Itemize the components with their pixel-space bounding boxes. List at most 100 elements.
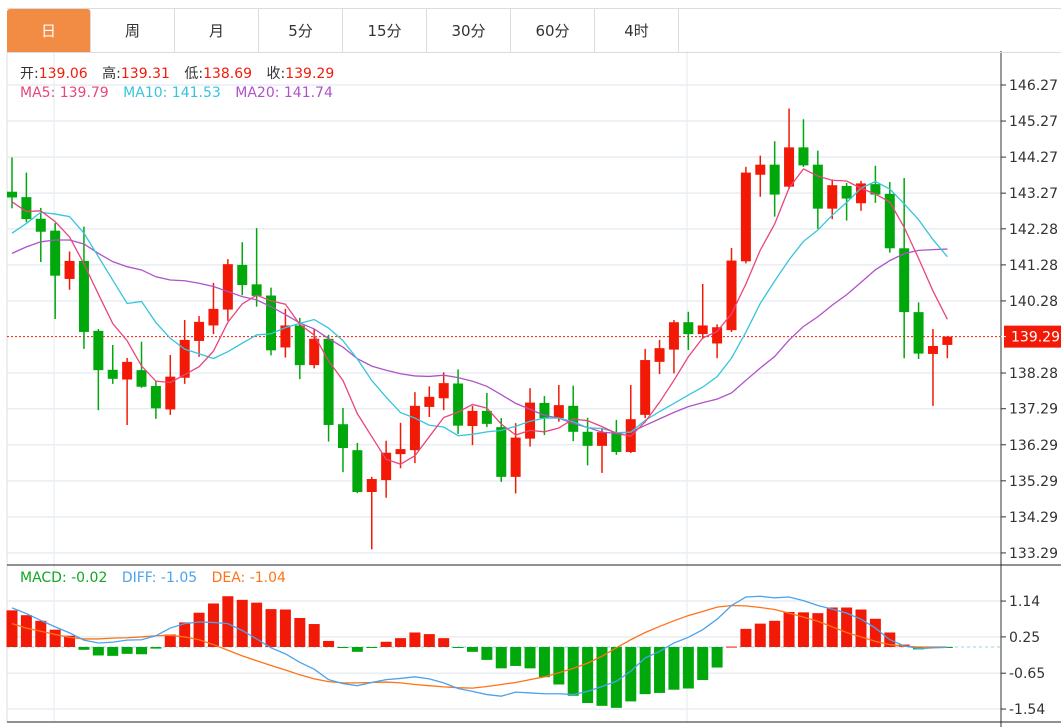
candle [366,476,377,550]
macd-bar [222,596,234,647]
tab-60min[interactable]: 60分 [511,9,595,52]
macd-bar [35,620,47,647]
candle-body-up [942,336,953,345]
candle-body-down [611,432,622,452]
dea-value: DEA: -1.04 [211,570,286,586]
y-tick-label: 146.27 [1009,78,1058,94]
macd-bar [423,634,435,647]
macd-bar [726,646,737,648]
tab-week[interactable]: 周 [91,9,175,52]
macd-bar [769,620,781,647]
ohlc-legend: 开:139.06 高:139.31 低:138.69 收:139.29 [20,63,344,83]
macd-histogram [6,596,953,708]
candle-body-up [438,383,449,399]
candle-body-down [496,427,507,477]
candle [697,283,708,340]
macd-bar [582,647,594,704]
macd-bar [164,634,176,647]
macd-bar [855,609,867,647]
tab-15min[interactable]: 15分 [343,9,427,52]
candle [352,442,363,494]
macd-bar [740,628,752,647]
candle-body-up [366,479,377,493]
y-tick-label: 136.29 [1009,438,1058,454]
macd-bar [466,647,478,652]
y-tick-label: 138.28 [1009,366,1058,382]
macd-bar [596,647,608,706]
low-value: 138.69 [203,66,253,82]
candle [467,405,478,446]
candle-body-down [107,369,118,379]
macd-bar [510,647,522,666]
candle-body-down [539,402,550,419]
macd-bar [136,647,148,655]
macd-bar [538,647,550,678]
candle-body-up [424,396,435,407]
candle [78,226,89,349]
macd-bar [265,609,277,647]
candle [150,380,161,419]
candle [899,178,910,359]
candle-body-down [251,284,262,296]
candle-body-down [913,312,924,354]
candle [856,180,867,211]
candle-body-up [726,260,737,331]
candle [481,392,492,428]
candle [496,418,507,482]
period-tabs: 日 周 月 5分 15分 30分 60分 4时 [7,8,1061,53]
tab-month[interactable]: 月 [175,9,259,52]
ma5-line [11,168,948,465]
candle-body-down [884,193,895,249]
diff-value: DIFF: -1.05 [121,570,198,586]
candle-body-up [927,346,938,354]
candle [7,157,17,209]
candle [870,165,881,203]
candle-body-up [122,361,133,380]
macd-bar [207,603,219,647]
close-value: 139.29 [285,66,335,82]
candle-body-up [208,308,219,326]
y-tick-label: 140.28 [1009,294,1058,310]
candle-body-down [870,184,881,195]
macd-bar [395,638,407,647]
open-value: 139.06 [38,66,88,82]
candle [93,329,104,411]
macd-y-tick-label: 1.14 [1009,594,1040,610]
ma5-legend: MA5: 139.79 [20,85,109,101]
candle [712,324,723,359]
macd-bar [481,647,493,660]
candle [525,388,536,447]
candle-body-down [582,431,593,446]
macd-bar [78,647,90,650]
candle [654,339,665,375]
candle-body-down [93,330,104,371]
macd-bar [654,647,666,693]
candle [165,355,176,415]
candle [769,141,780,217]
macd-bar [179,622,191,647]
tab-4hour[interactable]: 4时 [595,9,679,52]
candle [683,311,694,350]
candle-body-up [510,437,521,477]
tab-30min[interactable]: 30分 [427,9,511,52]
candles [7,108,953,550]
macd-bar [366,647,378,648]
macd-bar [697,647,709,681]
macd-bar [567,647,579,696]
candle [553,384,564,422]
tab-day[interactable]: 日 [7,9,91,52]
ma20-legend: MA20: 141.74 [235,85,333,101]
macd-bar [495,647,507,669]
candle-body-up [827,185,838,209]
candle [122,357,133,425]
candle [668,320,679,374]
candle-body-up [784,147,795,187]
candle-body-up [640,360,651,415]
candle [827,179,838,220]
tab-5min[interactable]: 5分 [259,9,343,52]
candle [395,422,406,469]
macd-bar [279,609,291,647]
candle [50,223,61,319]
candle [280,308,291,358]
